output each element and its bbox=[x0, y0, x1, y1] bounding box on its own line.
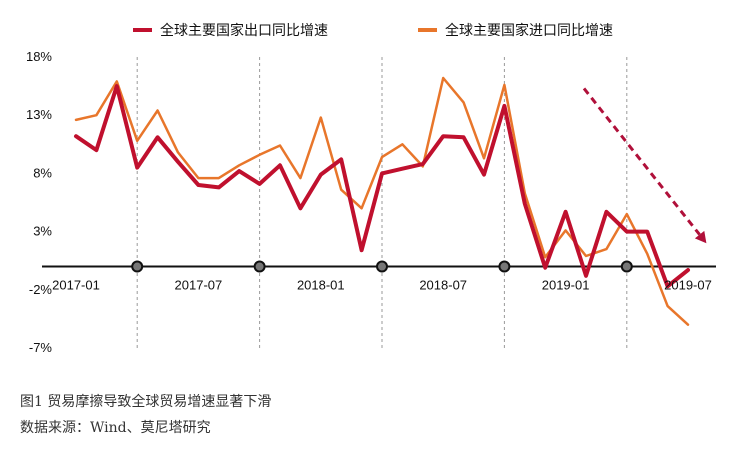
arrow-shaft bbox=[582, 87, 701, 236]
axis-markers bbox=[131, 260, 633, 273]
y-tick-label: -2% bbox=[29, 282, 53, 297]
legend-label: 全球主要国家进口同比增速 bbox=[445, 22, 613, 39]
axis-marker bbox=[498, 260, 511, 273]
legend-label: 全球主要国家出口同比增速 bbox=[160, 22, 328, 39]
chart: 全球主要国家出口同比增速 全球主要国家进口同比增速 18% 13% 8% 3% -2% -7… bbox=[26, 22, 716, 355]
legend: 全球主要国家出口同比增速 全球主要国家进口同比增速 bbox=[133, 22, 613, 39]
series-line bbox=[74, 76, 690, 326]
axis-marker bbox=[620, 260, 633, 273]
axis-marker bbox=[253, 260, 266, 273]
x-tick-label: 2019-01 bbox=[542, 278, 590, 293]
y-tick-label: 18% bbox=[26, 49, 52, 64]
x-tick-label: 2017-01 bbox=[52, 278, 100, 293]
gridlines bbox=[136, 57, 628, 348]
x-tick-label: 2017-07 bbox=[175, 278, 223, 293]
y-tick-label: 8% bbox=[33, 165, 52, 180]
y-tick-label: 13% bbox=[26, 107, 52, 122]
trend-arrow bbox=[582, 87, 707, 244]
arrow-head bbox=[694, 230, 707, 244]
x-axis-ticks: 2017-01 2017-07 2018-01 2018-07 2019-01 2019-… bbox=[52, 278, 712, 293]
y-axis-ticks: 18% 13% 8% 3% -2% -7% bbox=[26, 49, 52, 355]
x-tick-label: 2018-01 bbox=[297, 278, 345, 293]
series-group bbox=[74, 76, 690, 326]
y-tick-label: -7% bbox=[29, 340, 53, 355]
x-tick-label: 2019-07 bbox=[664, 278, 712, 293]
data-source: 数据来源：Wind、莫尼塔研究 bbox=[20, 420, 211, 436]
series-line bbox=[74, 84, 690, 289]
x-tick-label: 2018-07 bbox=[419, 278, 467, 293]
axis-marker bbox=[131, 260, 144, 273]
figure-caption: 图1 贸易摩擦导致全球贸易增速显著下滑 bbox=[20, 394, 272, 410]
y-tick-label: 3% bbox=[33, 224, 52, 239]
axis-marker bbox=[376, 260, 388, 273]
